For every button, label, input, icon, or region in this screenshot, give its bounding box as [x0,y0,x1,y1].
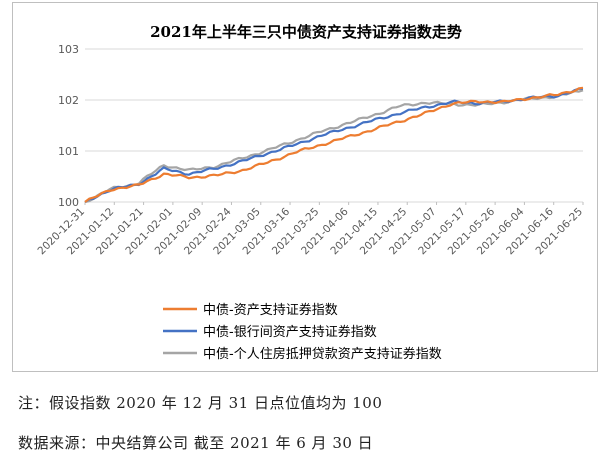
legend-label-0: 中债-资产支持证券指数 [203,302,338,318]
y-tick-label: 100 [58,196,79,209]
y-tick-label: 103 [58,43,79,56]
legend-label-2: 中债-个人住房抵押贷款资产支持证券指数 [203,346,442,362]
series-line-0 [84,86,584,203]
chart-frame: 2021年上半年三只中债资产支持证券指数走势 100 101 102 103 2020… [12,2,598,372]
footnote-source: 数据来源：中央结算公司 截至 2021 年 6 月 30 日 [18,434,374,452]
footnote-assumption: 注：假设指数 2020 年 12 月 31 日点位值均为 100 [18,394,383,412]
series-line-2 [84,89,584,204]
legend-label-1: 中债-银行间资产支持证券指数 [203,324,377,340]
series-line-1 [84,87,584,203]
chart-title: 2021年上半年三只中债资产支持证券指数走势 [150,23,462,41]
y-tick-label: 101 [58,145,79,158]
y-tick-label: 102 [58,94,79,107]
